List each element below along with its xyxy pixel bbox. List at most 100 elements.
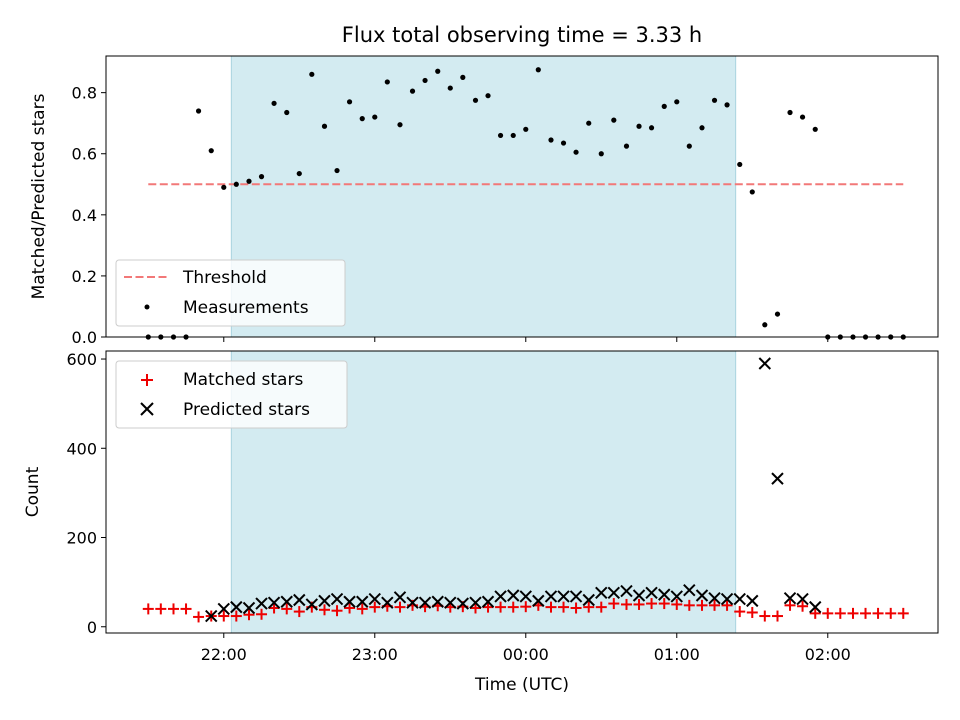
matched-star-point xyxy=(646,598,658,610)
predicted-star-stroke xyxy=(809,600,822,614)
predicted-star-stroke xyxy=(330,592,344,606)
y-tick-label: 0.8 xyxy=(72,84,97,103)
measurement-point xyxy=(284,109,290,116)
predicted-star-point xyxy=(456,597,470,610)
x-tick-label: 01:00 xyxy=(654,645,700,664)
matched-star-point xyxy=(834,607,846,619)
predicted-star-stroke xyxy=(381,596,394,609)
predicted-star-stroke xyxy=(469,596,482,609)
matched-star-point xyxy=(608,598,620,610)
measurement-point xyxy=(560,140,567,146)
top-legend-box xyxy=(115,259,346,327)
predicted-star-stroke xyxy=(444,596,457,609)
predicted-star-point xyxy=(280,595,293,608)
measurement-point xyxy=(573,149,579,155)
matched-star-point xyxy=(356,603,368,615)
measurement-point xyxy=(623,143,630,149)
predicted-star-point xyxy=(683,583,696,597)
predicted-star-point xyxy=(494,590,507,603)
predicted-star-stroke xyxy=(557,590,570,603)
predicted-star-point xyxy=(481,595,495,608)
matched-star-point xyxy=(671,598,683,610)
top-y-axis: 0.0 0.2 0.4 0.6 0.8 xyxy=(72,84,106,347)
measurement-point xyxy=(258,174,265,180)
predicted-star-stroke xyxy=(507,589,520,602)
measurement-point xyxy=(422,77,428,84)
measurement-point xyxy=(435,68,441,74)
measurement-point xyxy=(737,161,743,168)
measurement-point xyxy=(384,79,390,85)
measurement-point xyxy=(674,99,680,105)
predicted-star-stroke xyxy=(267,596,281,609)
predicted-star-point xyxy=(595,586,608,600)
predicted-star-point xyxy=(230,600,243,614)
legend-threshold-label: Threshold xyxy=(182,268,267,288)
matched-star-point xyxy=(268,602,280,614)
measurement-point xyxy=(636,123,642,129)
predicted-star-stroke xyxy=(343,595,356,608)
predicted-star-point xyxy=(809,600,822,614)
predicted-star-point xyxy=(444,596,457,609)
matched-star-point xyxy=(558,601,570,613)
matched-star-point xyxy=(394,601,406,613)
measurement-point xyxy=(523,126,529,132)
matched-star-point xyxy=(872,607,884,619)
predicted-star-point xyxy=(796,592,809,606)
predicted-star-stroke xyxy=(670,590,683,603)
measurement-point xyxy=(485,93,491,99)
matched-star-point xyxy=(847,607,859,619)
predicted-star-stroke xyxy=(607,586,621,600)
predicted-star-point xyxy=(544,590,558,603)
measurement-point xyxy=(598,151,604,157)
matched-star-point xyxy=(256,608,268,620)
predicted-star-stroke xyxy=(758,357,772,370)
predicted-star-stroke xyxy=(532,594,545,608)
measurement-point xyxy=(661,103,667,109)
predicted-star-point xyxy=(406,596,419,609)
predicted-star-point xyxy=(557,590,570,603)
matched-star-point xyxy=(759,610,771,622)
predicted-star-stroke xyxy=(481,595,495,608)
predicted-star-point xyxy=(645,586,658,600)
y-tick-label: 0.4 xyxy=(72,206,97,225)
predicted-star-point xyxy=(708,591,721,605)
predicted-star-stroke xyxy=(544,590,558,603)
x-tick-label: 22:00 xyxy=(201,645,247,664)
measurement-point xyxy=(586,120,592,126)
measurement-point xyxy=(774,311,781,317)
measurement-point xyxy=(699,125,705,131)
predicted-star-stroke xyxy=(746,594,759,608)
matched-star-point xyxy=(243,609,255,621)
predicted-star-point xyxy=(205,609,218,623)
predicted-star-stroke xyxy=(683,583,696,597)
matched-star-point xyxy=(595,601,607,613)
predicted-star-point xyxy=(720,592,734,606)
matched-star-point xyxy=(495,601,507,613)
legend-measurements-swatch xyxy=(144,304,150,310)
measurement-point xyxy=(397,122,403,128)
matched-star-point xyxy=(696,599,708,611)
measurement-point xyxy=(359,116,365,122)
predicted-star-point xyxy=(695,589,709,602)
predicted-star-point xyxy=(381,596,394,609)
legend-matched-swatch xyxy=(141,374,153,386)
measurement-point xyxy=(346,99,353,105)
predicted-star-stroke xyxy=(368,592,381,606)
predicted-star-stroke xyxy=(783,591,797,605)
matched-star-point xyxy=(897,607,909,619)
top-y-axis-label: Matched/Predicted stars xyxy=(29,93,49,299)
measurement-point xyxy=(812,126,818,132)
predicted-star-point xyxy=(393,591,407,604)
measurement-point xyxy=(195,108,202,114)
predicted-star-point xyxy=(318,594,331,608)
predicted-star-point xyxy=(293,593,306,607)
matched-star-point xyxy=(822,607,834,619)
predicted-star-stroke xyxy=(771,472,784,485)
matched-star-point xyxy=(771,610,783,622)
y-tick-label: 0.2 xyxy=(72,267,97,286)
measurement-point xyxy=(535,67,541,73)
matched-star-point xyxy=(369,601,381,613)
predicted-star-point xyxy=(519,590,532,603)
predicted-star-point xyxy=(356,595,369,608)
measurement-point xyxy=(372,114,378,120)
